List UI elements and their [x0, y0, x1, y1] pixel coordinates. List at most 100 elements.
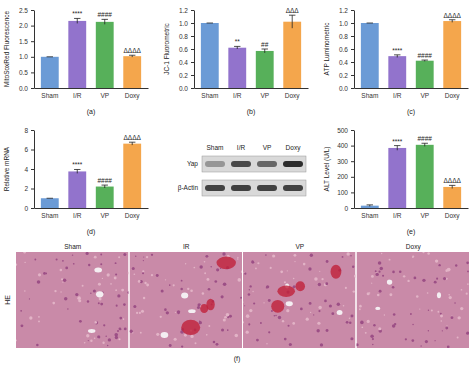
texture [280, 270, 283, 273]
texture [82, 285, 84, 287]
error-cap [129, 55, 135, 56]
texture [428, 330, 429, 331]
chart-panel: 0.00.51.01.52.02.5ShamI/RVPDoxy****####Δ… [3, 7, 149, 116]
texture [372, 338, 374, 340]
tick-mark [191, 75, 194, 76]
texture [21, 324, 24, 327]
y-tick: 0.6 [339, 46, 354, 53]
tick-label: I/R [73, 212, 82, 219]
tick-label: Doxy [285, 92, 301, 100]
texture [249, 309, 252, 312]
x-axis: ShamI/RVPDoxy [355, 89, 469, 101]
tick-label: 0.2 [339, 72, 348, 79]
texture [29, 316, 32, 319]
tick-label: VP [100, 92, 109, 99]
error-cap [367, 204, 373, 205]
texture [222, 252, 225, 255]
texture [251, 261, 254, 264]
texture [38, 320, 40, 322]
tick-label: Sham [361, 212, 378, 219]
vessel [387, 279, 392, 284]
y-tick: 0.0 [179, 85, 194, 92]
texture [62, 282, 63, 283]
texture [320, 343, 323, 346]
image-title: IR [183, 243, 190, 250]
error-bar [289, 15, 295, 28]
tick-label: 2 [24, 185, 28, 192]
error-cap [289, 15, 295, 16]
texture [177, 310, 180, 313]
texture [143, 256, 144, 257]
texture [371, 283, 372, 284]
tissue [243, 252, 356, 348]
axis-line [354, 131, 355, 209]
band [205, 161, 225, 167]
error-cap [74, 169, 80, 170]
texture [319, 271, 320, 272]
band [283, 185, 303, 191]
y-tick: 0.2 [339, 72, 354, 79]
texture [187, 288, 189, 290]
texture [38, 316, 40, 318]
texture [156, 333, 159, 336]
vessel [88, 329, 95, 333]
texture [119, 317, 122, 320]
lane-label: I/R [237, 144, 246, 151]
bar [68, 171, 86, 208]
axis-line [195, 88, 309, 89]
texture [102, 342, 104, 344]
band [231, 185, 251, 191]
texture [440, 315, 443, 318]
texture [326, 329, 329, 332]
texture [175, 312, 176, 313]
vessel [375, 307, 380, 310]
tick-mark [31, 41, 34, 42]
hemorrhage [277, 286, 295, 297]
tick-mark [31, 189, 34, 190]
x-tick: I/R [73, 92, 82, 99]
y-tick: 4 [24, 166, 34, 173]
texture [79, 300, 81, 302]
texture [316, 329, 319, 332]
texture [451, 316, 454, 319]
texture [318, 283, 321, 286]
axis-line [35, 208, 149, 209]
error-stem [104, 19, 105, 24]
texture [257, 262, 259, 264]
texture [146, 256, 148, 258]
vessel [437, 292, 441, 298]
texture [37, 280, 41, 284]
tick-label: I/R [233, 92, 242, 99]
bar [96, 187, 114, 208]
tick-label: Doxy [445, 92, 461, 100]
texture [181, 345, 183, 347]
texture [138, 280, 141, 283]
texture [448, 294, 450, 296]
texture [412, 255, 414, 257]
error-bar [74, 169, 80, 173]
error-stem [424, 143, 425, 146]
texture [308, 267, 311, 270]
vessel [188, 309, 196, 313]
texture [16, 264, 17, 266]
significance-mark: **** [72, 10, 83, 17]
texture [266, 285, 269, 288]
significance-mark: **** [392, 47, 403, 54]
he-image [129, 252, 243, 348]
error-bar [102, 19, 108, 24]
texture [272, 254, 275, 257]
texture [97, 335, 100, 338]
texture [62, 260, 64, 262]
axis-line [355, 208, 469, 209]
error-bar [47, 198, 53, 199]
texture [346, 321, 349, 324]
texture [461, 289, 463, 291]
texture [288, 325, 290, 327]
x-tick: Sham [361, 212, 378, 219]
texture [117, 294, 120, 297]
texture [367, 292, 370, 295]
texture [210, 266, 212, 268]
tick-label: 2.0 [19, 22, 28, 29]
texture [60, 269, 63, 272]
x-tick: VP [420, 212, 429, 219]
